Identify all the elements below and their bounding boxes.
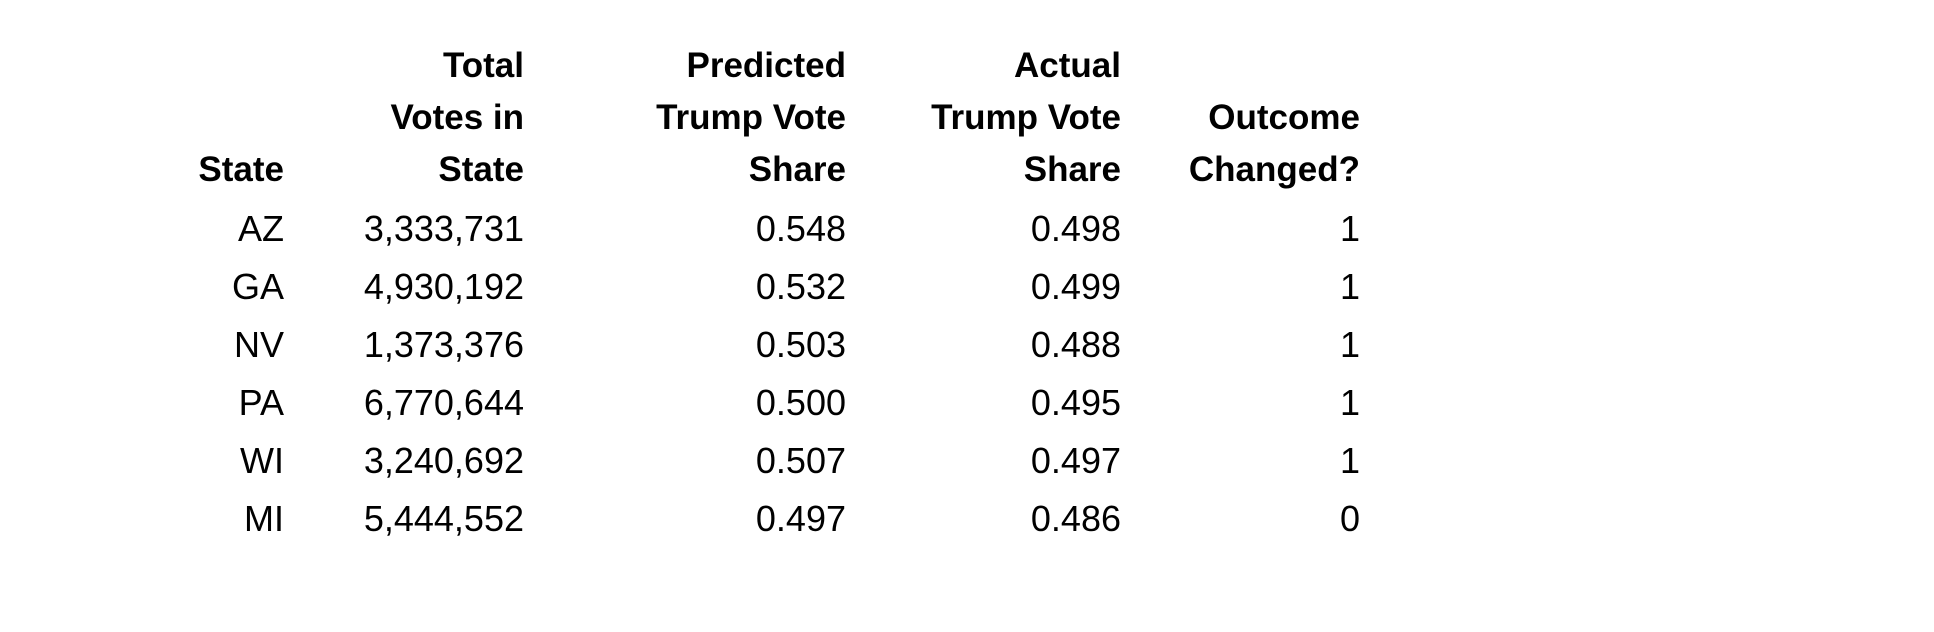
table-cell-actual-share: 0.495 <box>1030 382 1121 423</box>
column-header-line: Changed? <box>1188 150 1360 189</box>
column-header-line: Total <box>442 46 524 85</box>
column-header-line: Trump Vote <box>656 98 846 137</box>
table-cell-actual-share: 0.488 <box>1030 324 1121 365</box>
table-cell-predicted-share: 0.503 <box>755 324 846 365</box>
table-cell-actual-share: 0.499 <box>1030 266 1121 307</box>
table-cell-actual-share: 0.498 <box>1030 208 1121 249</box>
table-cell-total-votes: 3,333,731 <box>363 208 524 249</box>
table-cell-predicted-share: 0.497 <box>755 498 846 539</box>
table-cell-predicted-share: 0.548 <box>755 208 846 249</box>
column-header-line: Actual <box>1014 46 1121 85</box>
column-header-line: Votes in <box>390 98 524 137</box>
table-cell-outcome-changed: 1 <box>1339 266 1360 307</box>
table-cell-state: NV <box>233 324 284 365</box>
table-cell-outcome-changed: 1 <box>1339 324 1360 365</box>
table-cell-actual-share: 0.497 <box>1030 440 1121 481</box>
column-header-line: Trump Vote <box>931 98 1121 137</box>
column-header-state: State <box>0 40 284 196</box>
table-cell-total-votes: 1,373,376 <box>363 324 524 365</box>
table-cell-total-votes: 6,770,644 <box>363 382 524 423</box>
table-cell-total-votes: 4,930,192 <box>363 266 524 307</box>
table-cell-actual-share: 0.486 <box>1030 498 1121 539</box>
table-cell-total-votes: 5,444,552 <box>363 498 524 539</box>
table-cell-total-votes: 3,240,692 <box>363 440 524 481</box>
column-header-line: Share <box>1023 150 1121 189</box>
column-header-line: Share <box>748 150 846 189</box>
table-cell-outcome-changed: 1 <box>1339 208 1360 249</box>
column-header-outcome-changed: Outcome Changed? <box>1060 40 1360 196</box>
table-cell-state: GA <box>231 266 284 307</box>
column-header-total-votes: Total Votes in State <box>224 40 524 196</box>
table-cell-predicted-share: 0.500 <box>755 382 846 423</box>
column-header-line: State <box>438 150 524 189</box>
table-cell-state: WI <box>240 440 284 481</box>
column-header-actual-share: Actual Trump Vote Share <box>821 40 1121 196</box>
column-header-line: State <box>198 150 284 189</box>
column-header-line: Outcome <box>1208 98 1360 137</box>
table-cell-state: MI <box>244 498 284 539</box>
table-cell-predicted-share: 0.532 <box>755 266 846 307</box>
column-header-line: Predicted <box>686 46 847 85</box>
table-cell-outcome-changed: 1 <box>1339 440 1360 481</box>
table-cell-outcome-changed: 0 <box>1339 498 1360 539</box>
table-cell-predicted-share: 0.507 <box>755 440 846 481</box>
table-cell-state: AZ <box>237 208 284 249</box>
table-cell-outcome-changed: 1 <box>1339 382 1360 423</box>
column-header-predicted-share: Predicted Trump Vote Share <box>546 40 846 196</box>
table-cell-state: PA <box>238 382 284 423</box>
